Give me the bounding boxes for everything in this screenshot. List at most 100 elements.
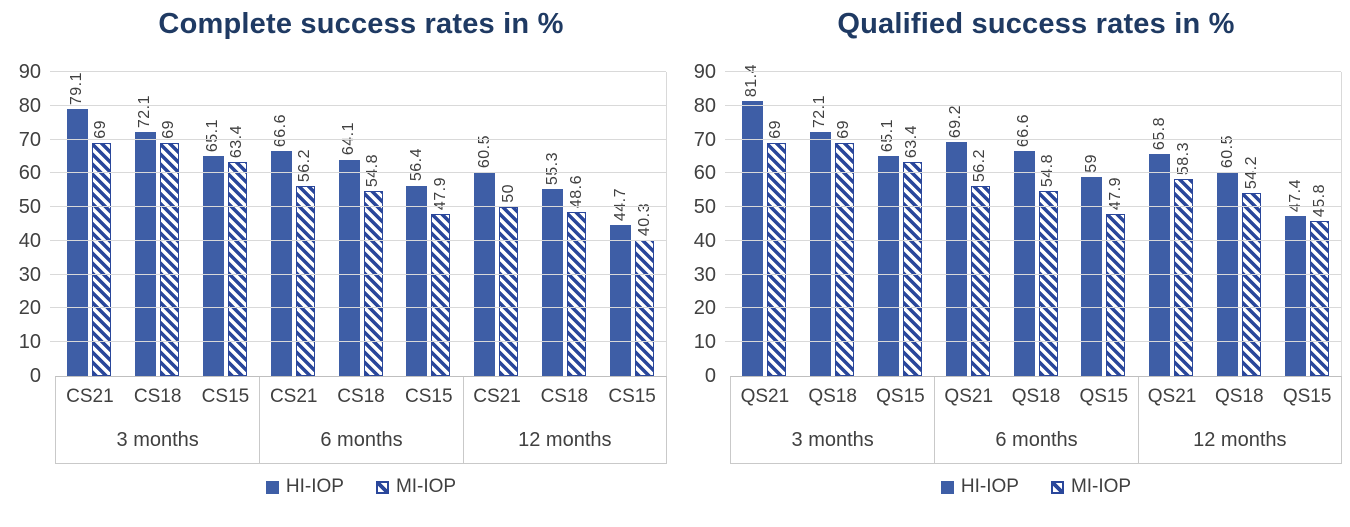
bar-pair: 72.1 69 [798, 72, 866, 376]
category-label: CS21 [259, 377, 327, 417]
mi-iop-legend-swatch-icon [375, 480, 389, 494]
bar-pair: 56.4 47.9 [394, 72, 462, 376]
y-axis-tick-label: 40 [18, 229, 41, 252]
hi-iop-legend-swatch-icon [940, 480, 954, 494]
mi-iop-bar-group: 69 [834, 72, 854, 376]
category-label: CS18 [133, 386, 182, 407]
bar-value-label: 65.8 [1150, 116, 1168, 150]
chart-body: 0 10 20 30 40 50 60 70 80 90 79.1 69 72.1 69 65.1 63.4… [0, 62, 675, 386]
hi-iop-bar [877, 156, 899, 376]
mi-iop-bar-group: 63.4 [902, 72, 922, 376]
legend-item-hi-iop: HI-IOP [265, 476, 344, 498]
hi-iop-bar [338, 159, 360, 376]
mi-iop-bar [295, 186, 315, 376]
gridline [50, 104, 666, 106]
bar-pair: 47.4 45.8 [1273, 72, 1341, 376]
bar-value-label: 69 [835, 120, 853, 139]
mi-iop-bar-group: 54.2 [1242, 72, 1262, 376]
category-label: QS18 [1011, 386, 1061, 407]
mi-iop-bar-group: 63.4 [227, 72, 247, 376]
y-axis-tick-label: 60 [693, 162, 716, 185]
legend-label: MI-IOP [395, 476, 457, 497]
hi-iop-bar [406, 185, 428, 376]
chart-title: Qualified success rates in % [837, 8, 1235, 40]
mi-iop-legend-swatch-icon [1050, 480, 1064, 494]
y-axis-tick-label: 30 [693, 263, 716, 286]
y-axis-tick-label: 20 [18, 297, 41, 320]
bar-value-label: 56.2 [971, 149, 989, 183]
bar-value-label: 59 [1082, 153, 1100, 173]
category-label: CS15 [405, 386, 453, 407]
bar-value-label: 66.6 [272, 113, 290, 148]
y-axis-tick-label: 70 [693, 128, 716, 151]
bar-pair: 66.6 56.2 [259, 72, 327, 376]
category-label: QS18 [808, 386, 857, 407]
bar-value-label: 72.1 [811, 95, 829, 129]
bar-pair: 60.5 54.2 [1205, 72, 1273, 376]
gridline [50, 273, 666, 275]
gridline [725, 307, 1341, 309]
mi-iop-bar [1242, 192, 1262, 376]
mi-iop-bar [1038, 190, 1058, 376]
hi-iop-bar-group: 65.8 [1149, 72, 1171, 376]
bar-pair: 64.154.8 [327, 72, 395, 376]
hi-iop-bar-group: 44.7 [610, 72, 632, 376]
gridline [50, 307, 666, 309]
gridline [50, 341, 666, 343]
mi-iop-bar-group: 45.8 [1310, 72, 1330, 376]
hi-iop-bar-group: 60.5 [1217, 72, 1239, 376]
mi-iop-bar-group: 47.9 [431, 72, 451, 376]
y-axis-tick-label: 50 [693, 196, 716, 219]
mi-iop-bar [363, 190, 383, 376]
category-label: QS15 [1282, 386, 1332, 407]
y-axis: 0 10 20 30 40 50 60 70 80 90 [0, 62, 55, 386]
mi-iop-bar-group: 54.8 [363, 72, 383, 376]
hi-iop-bar-group: 59 [1081, 72, 1103, 376]
y-axis-tick-label: 30 [18, 263, 41, 286]
bar-pair: 69.2 56.2 [934, 72, 1002, 376]
bar-pair: 59 47.9 [1069, 72, 1137, 376]
hi-iop-bar [202, 156, 224, 376]
hi-iop-bar [741, 101, 763, 376]
gridline [725, 138, 1341, 140]
y-axis-tick-label: 70 [18, 128, 41, 151]
hi-iop-bar [610, 225, 632, 376]
gridline [725, 239, 1341, 241]
mi-iop-bar-group: 69 [766, 72, 786, 376]
bar-value-label: 69 [767, 120, 785, 139]
bar-value-label: 56.2 [296, 149, 314, 183]
bar-pair: 72.1 69 [123, 72, 191, 376]
y-axis: 0 10 20 30 40 50 60 70 80 90 [675, 62, 730, 386]
hi-iop-bar-group: 79.1 [66, 72, 88, 376]
gridline [725, 273, 1341, 275]
hi-iop-bar [134, 132, 156, 376]
category-label: QS18 [1215, 386, 1264, 407]
bar-pair: 65.8 58.3 [1137, 72, 1205, 376]
bar-pair: 65.1 63.4 [866, 72, 934, 376]
legend-label: HI-IOP [960, 476, 1019, 497]
hi-iop-bar [1081, 176, 1103, 376]
bar-value-label: 65.1 [204, 118, 222, 153]
legend-label: MI-IOP [1070, 476, 1132, 497]
mi-iop-bar [1106, 214, 1126, 376]
gridline [50, 239, 666, 241]
gridline [50, 71, 666, 72]
hi-iop-bar-group: 47.4 [1285, 72, 1307, 376]
category-label: CS15 [201, 386, 250, 407]
bar-pair: 81.4 69 [730, 64, 798, 376]
hi-iop-bar-group: 81.4 [741, 64, 763, 376]
mi-iop-bar [766, 142, 786, 376]
hi-iop-bar [1285, 215, 1307, 376]
category-label: CS21 [462, 377, 531, 417]
mi-iop-bar-group: 58.3 [1174, 72, 1194, 376]
bar-pair: 65.1 63.4 [191, 72, 259, 376]
legend: HI-IOP MI-IOP [55, 476, 667, 498]
hi-iop-bar [809, 132, 831, 376]
chart-body: 0 10 20 30 40 50 60 70 80 90 81.4 69 72.1 69 65.1 63.4… [675, 62, 1350, 386]
mi-iop-bar [902, 161, 922, 376]
bar-value-label: 56.4 [407, 148, 425, 182]
mi-iop-bar [1174, 179, 1194, 376]
y-axis-tick-label: 10 [693, 331, 716, 354]
y-axis-tick-label: 50 [18, 196, 41, 219]
mi-iop-bar-group: 69 [91, 72, 111, 376]
